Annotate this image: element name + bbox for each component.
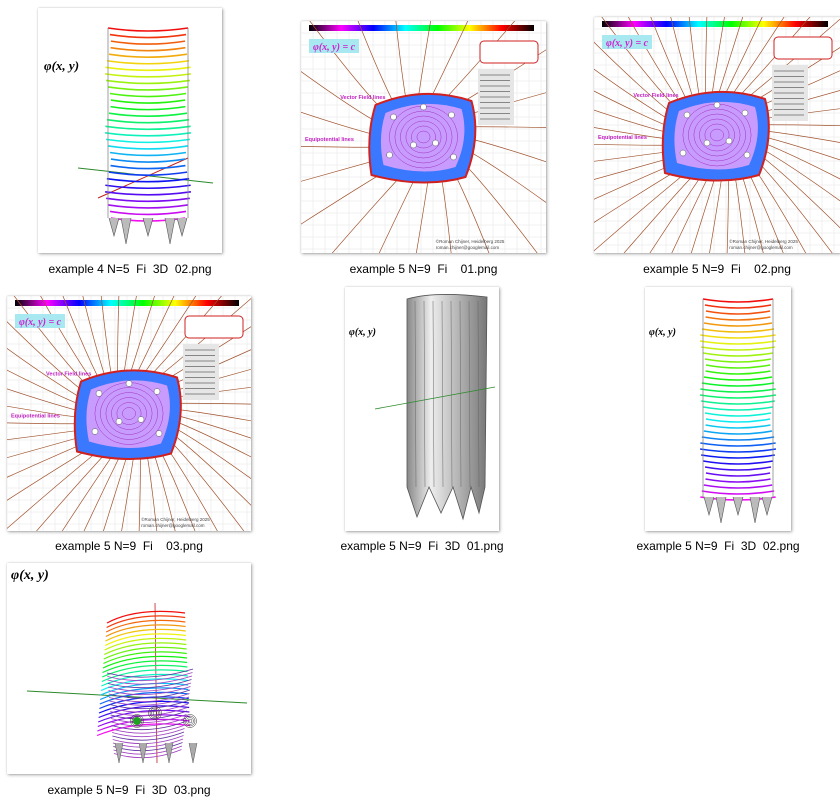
svg-text:©Roman Chijner, Heidelberg 202: ©Roman Chijner, Heidelberg 2025	[436, 238, 505, 244]
svg-text:roman.chijner@googlemail.com: roman.chijner@googlemail.com	[729, 245, 793, 250]
svg-text:φ(x, y) = c: φ(x, y) = c	[19, 317, 62, 328]
svg-text:φ(x, y): φ(x, y)	[11, 568, 49, 583]
svg-text:roman.chijner@googlemail.com: roman.chijner@googlemail.com	[141, 523, 205, 528]
2d-plot-image: φ(x, y) = c Vector Field lines Equipotenti…	[594, 17, 840, 253]
svg-text:Vector Field lines: Vector Field lines	[340, 95, 385, 101]
3d-surface-image: φ(x, y)	[44, 27, 214, 245]
thumbnail: φ(x, y)	[7, 563, 251, 774]
svg-text:φ(x, y): φ(x, y)	[349, 327, 376, 338]
file-name: example 5 N=9 Fi 02.png	[643, 262, 791, 276]
thumbnail: φ(x, y)	[345, 287, 499, 531]
thumbnail: φ(x, y) = c Vector Field lines Equipotenti…	[301, 21, 546, 253]
2d-plot-image: φ(x, y) = c Vector Field lines Equipotenti…	[7, 296, 251, 531]
svg-text:φ(x, y) = c: φ(x, y) = c	[606, 38, 649, 49]
3d-surface-image: φ(x, y)	[11, 568, 248, 764]
svg-text:φ(x, y): φ(x, y)	[649, 327, 676, 338]
svg-text:Equipotential lines: Equipotential lines	[11, 414, 60, 420]
file-name: example 5 N=9 Fi 03.png	[55, 539, 203, 553]
svg-text:roman.chijner@googlemail.com: roman.chijner@googlemail.com	[436, 245, 500, 250]
svg-text:Vector Field lines: Vector Field lines	[46, 372, 91, 378]
svg-text:Equipotential lines: Equipotential lines	[598, 135, 647, 141]
file-name: example 5 N=9 Fi 3D 02.png	[636, 539, 800, 553]
file-name: example 5 N=9 Fi 3D 03.png	[47, 783, 211, 797]
3d-surface-image: φ(x, y)	[349, 294, 496, 521]
thumbnail: φ(x, y) = c Vector Field lines Equipotenti…	[7, 296, 251, 531]
svg-text:φ(x, y): φ(x, y)	[44, 58, 79, 73]
svg-text:φ(x, y) = c: φ(x, y) = c	[313, 42, 356, 53]
2d-plot-image: φ(x, y) = c Vector Field lines Equipotenti…	[301, 21, 546, 253]
3d-surface-image: φ(x, y)	[649, 298, 777, 524]
thumbnail: φ(x, y)	[38, 8, 222, 253]
file-name: example 5 N=9 Fi 01.png	[349, 262, 498, 276]
file-name: example 5 N=9 Fi 3D 01.png	[340, 539, 504, 553]
thumbnail: φ(x, y)	[645, 287, 791, 531]
svg-text:©Roman Chijner, Heidelberg 202: ©Roman Chijner, Heidelberg 2025	[729, 238, 798, 244]
svg-text:©Roman Chijner, Heidelberg 202: ©Roman Chijner, Heidelberg 2025	[141, 516, 210, 522]
thumbnail: φ(x, y) = c Vector Field lines Equipotenti…	[594, 17, 840, 253]
svg-text:Equipotential lines: Equipotential lines	[305, 137, 354, 143]
svg-text:Vector Field lines: Vector Field lines	[633, 93, 678, 99]
file-name: example 4 N=5 Fi 3D 02.png	[48, 262, 212, 276]
